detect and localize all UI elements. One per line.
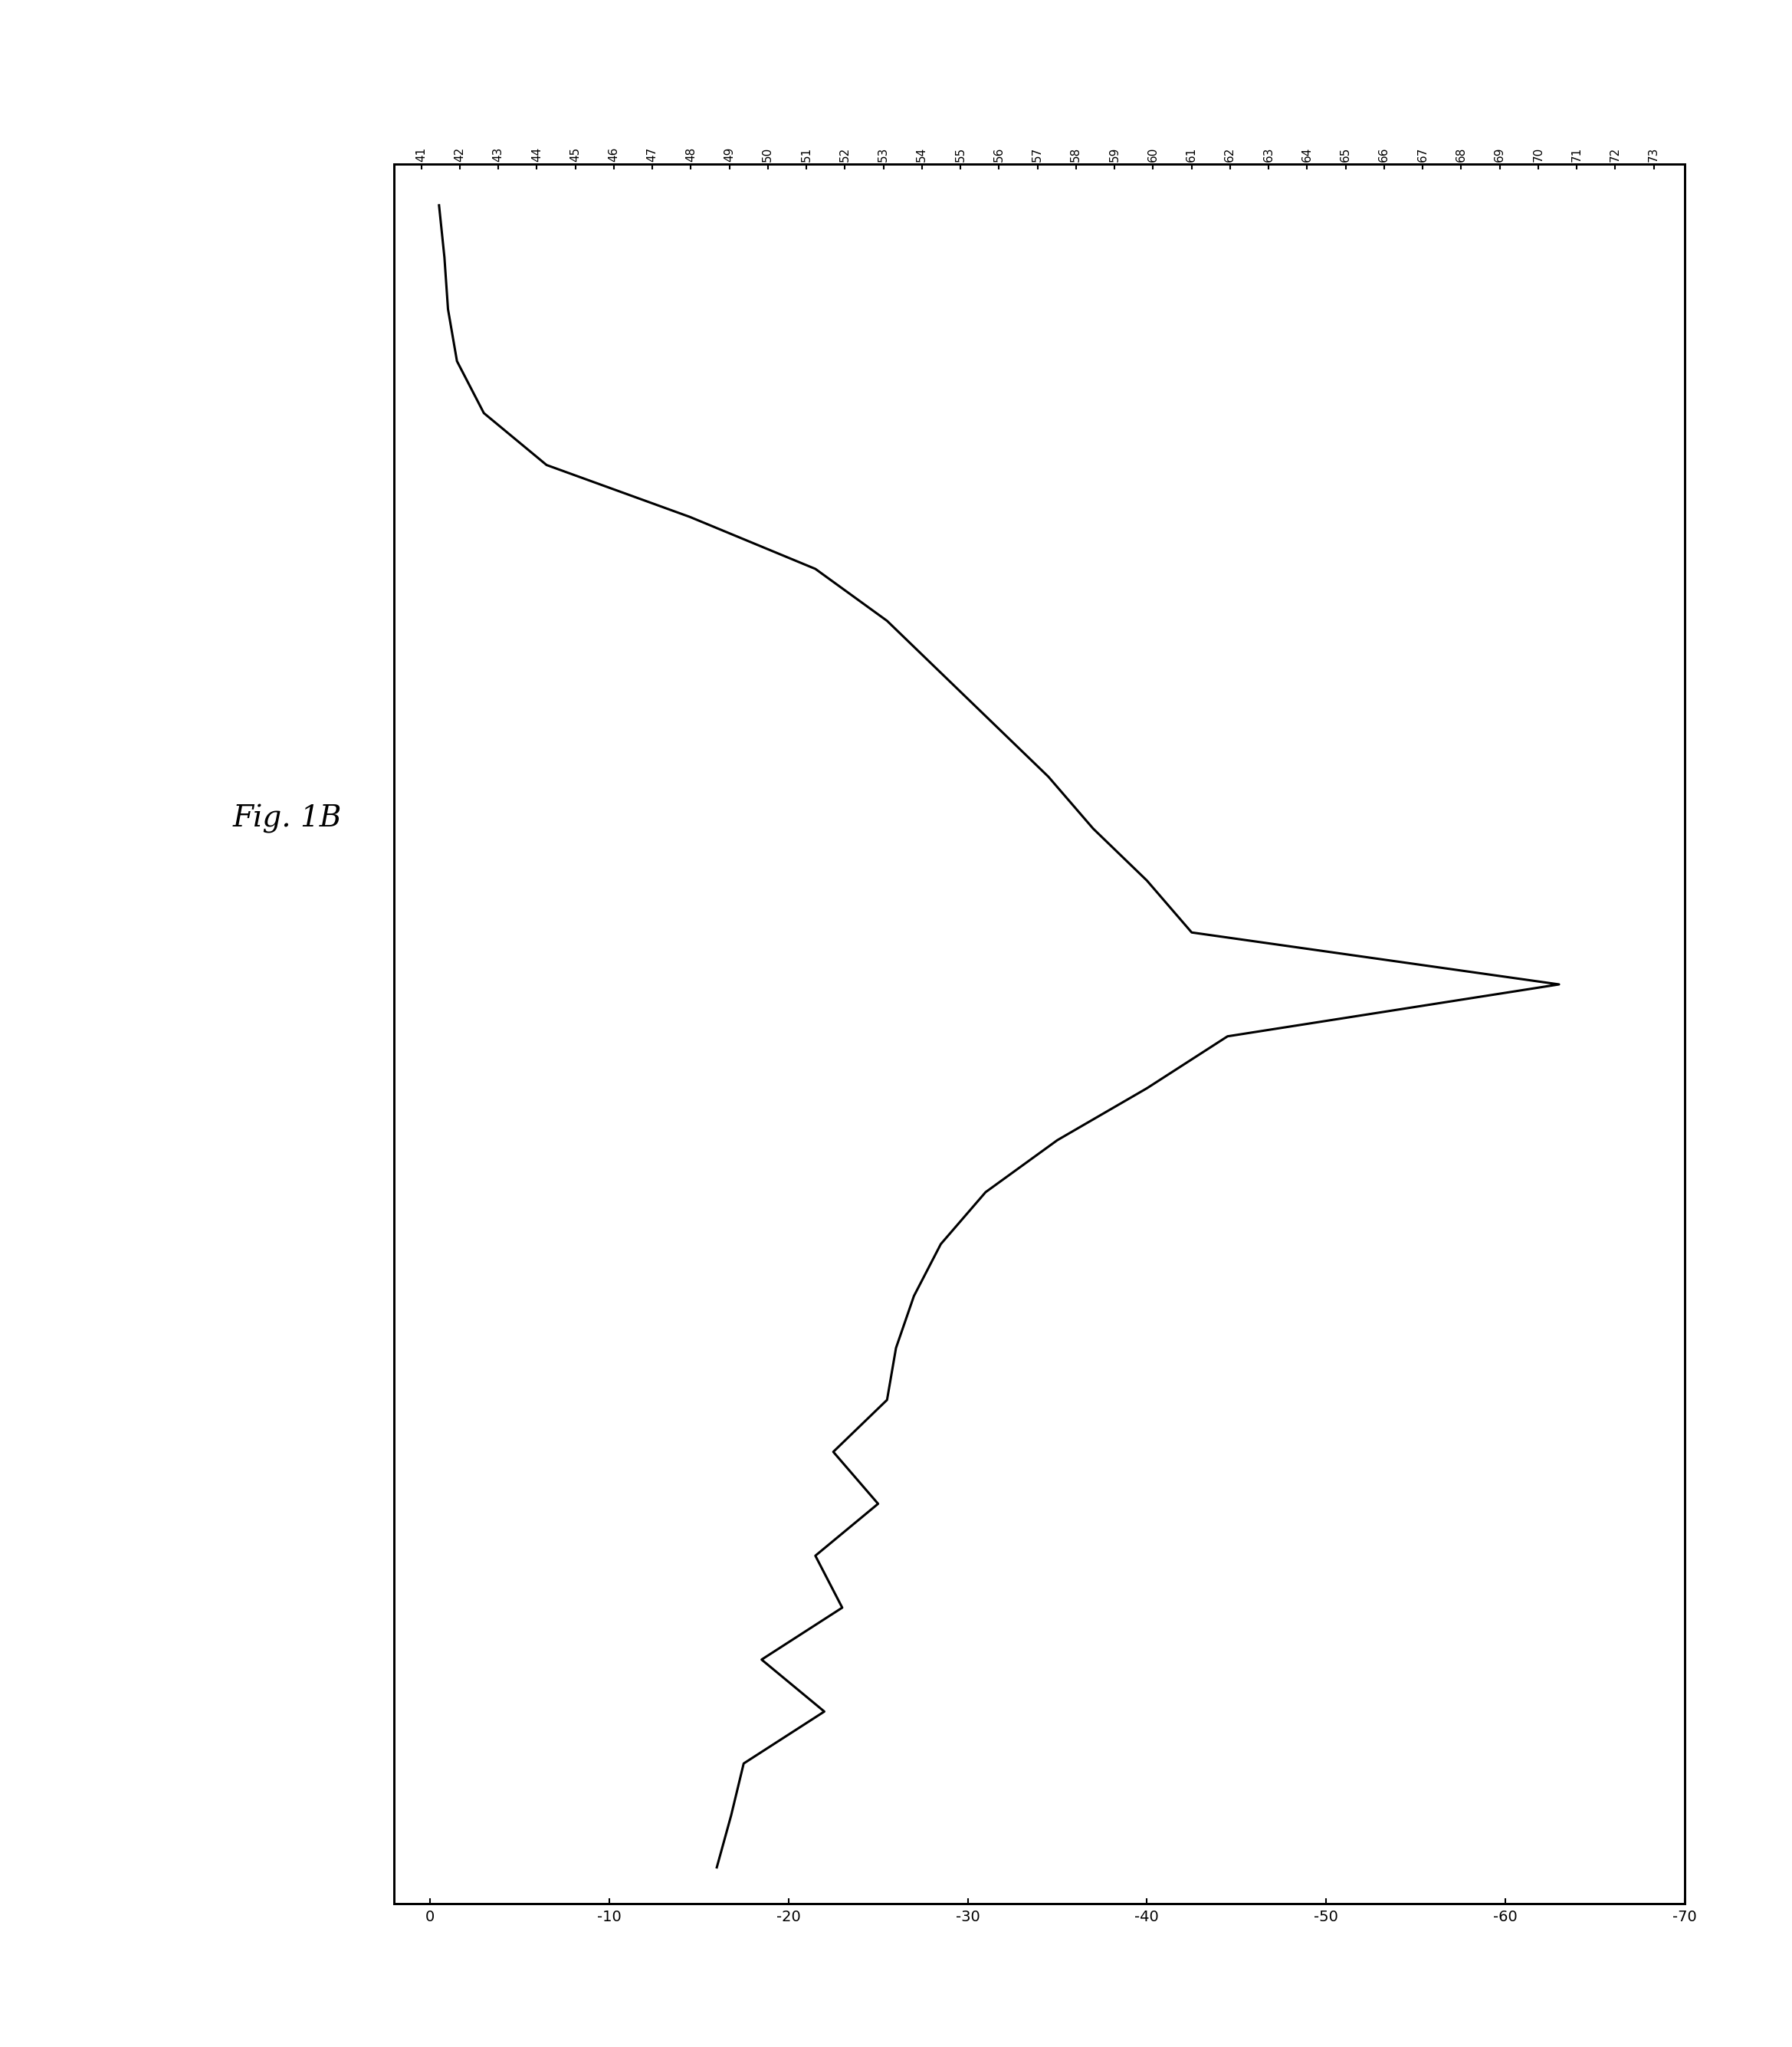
Text: Fig. 1B: Fig. 1B	[233, 804, 342, 833]
